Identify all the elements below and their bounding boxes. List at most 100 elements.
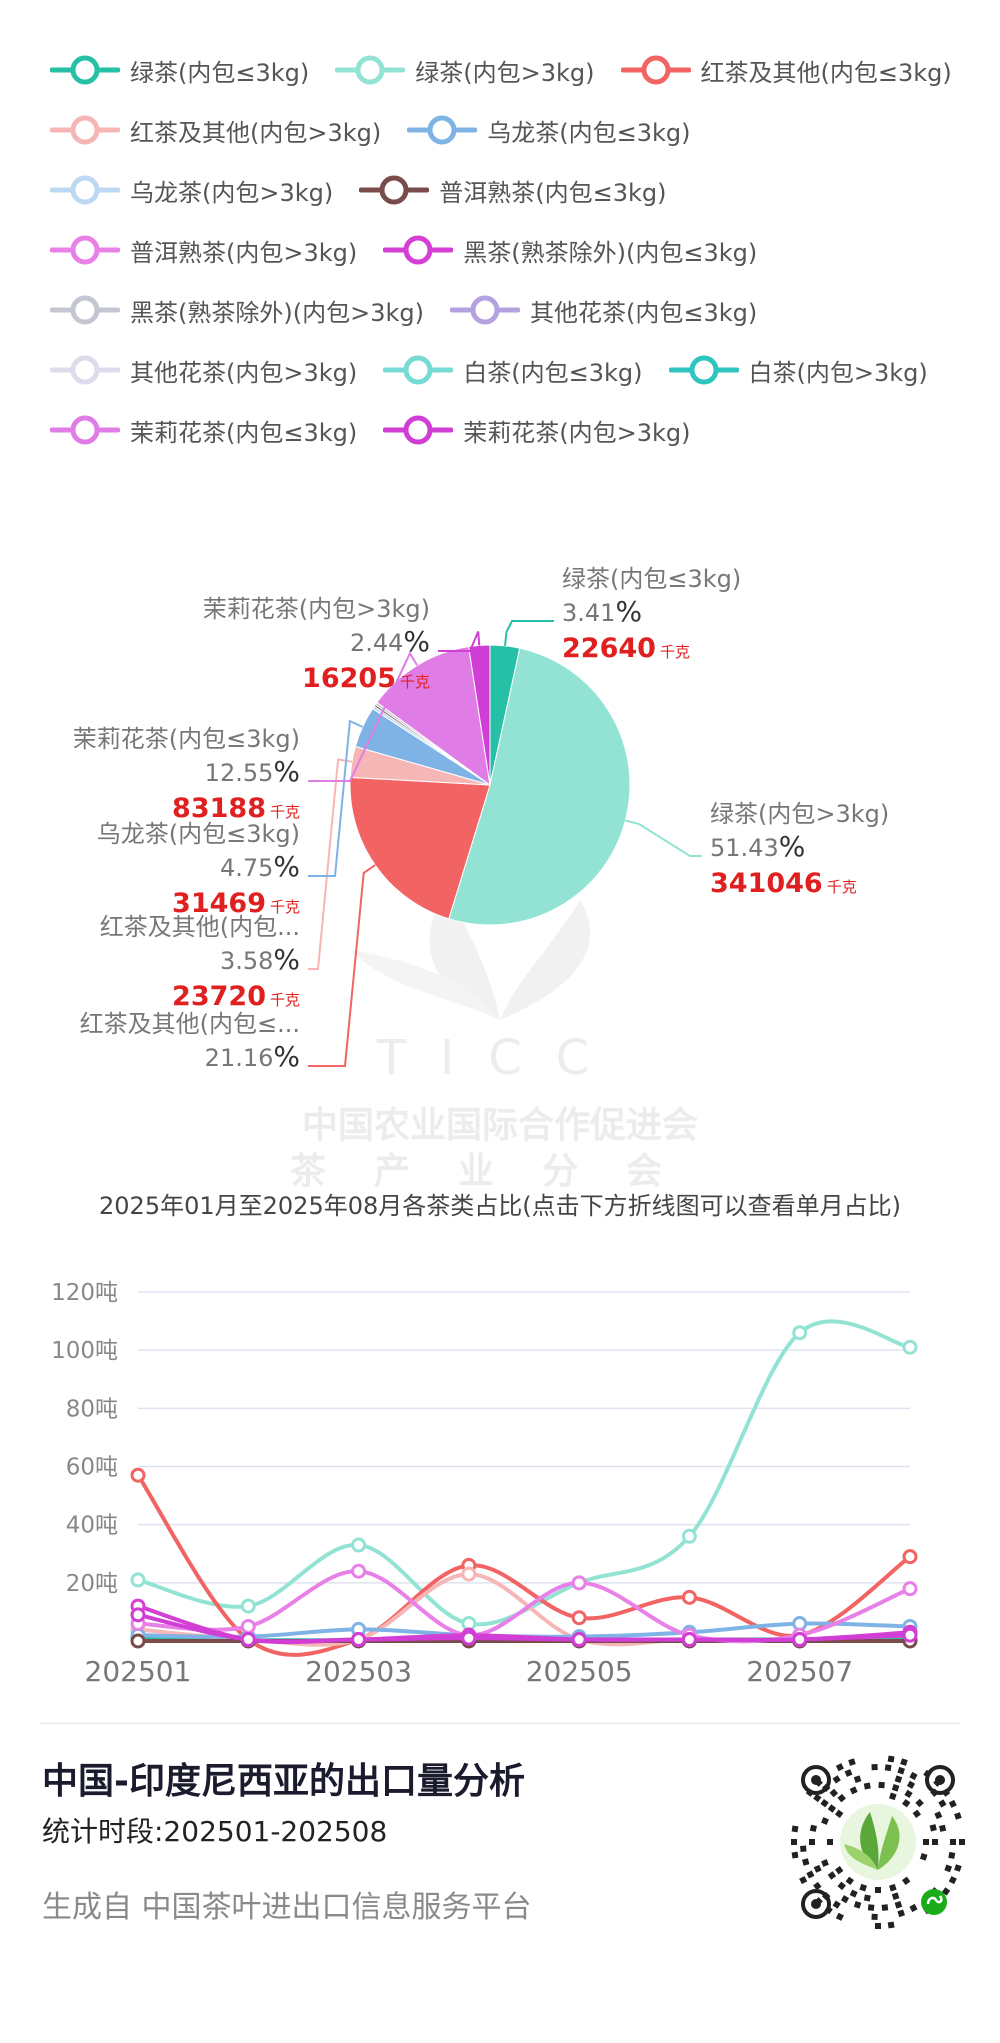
data-point[interactable] xyxy=(571,1610,587,1626)
data-point[interactable] xyxy=(792,1632,808,1648)
series-line[interactable] xyxy=(137,1319,911,1627)
legend-label: 黑茶(熟茶除外)(内包≤3kg) xyxy=(463,238,758,267)
legend-item[interactable]: 茉莉花茶(内包≤3kg) xyxy=(50,413,357,448)
y-tick-label: 80吨 xyxy=(66,1396,118,1422)
data-point[interactable] xyxy=(902,1549,918,1565)
data-point[interactable] xyxy=(571,1575,587,1591)
data-point[interactable] xyxy=(351,1563,367,1579)
pie-slice-label: 乌龙茶(内包≤3kg) xyxy=(97,820,300,848)
pie-leader-line xyxy=(308,864,376,1067)
legend-marker-icon xyxy=(407,115,478,145)
data-point[interactable] xyxy=(902,1581,918,1597)
data-point[interactable] xyxy=(792,1325,808,1341)
y-tick-label: 20吨 xyxy=(66,1571,118,1597)
legend-marker-icon xyxy=(668,355,739,385)
legend-marker-icon xyxy=(50,175,120,205)
legend-marker-icon xyxy=(383,415,454,445)
legend-label: 茉莉花茶(内包≤3kg) xyxy=(130,418,358,447)
pie-slice-percent: 21.16% xyxy=(205,1040,300,1070)
legend-item[interactable]: 黑茶(熟茶除外)(内包>3kg) xyxy=(50,293,424,328)
legend-item[interactable]: 白茶(内包≤3kg) xyxy=(383,353,643,388)
legend-label: 白茶(内包≤3kg) xyxy=(463,358,643,387)
legend-row: 普洱熟茶(内包>3kg) 黑茶(熟茶除外)(内包≤3kg) xyxy=(50,220,970,280)
pie-leader-line xyxy=(308,651,419,782)
pie-leader-line xyxy=(308,758,353,970)
legend-item[interactable]: 茉莉花茶(内包>3kg) xyxy=(383,413,691,448)
legend-marker-icon xyxy=(50,415,120,445)
pie-slice-percent: 12.55% xyxy=(205,755,300,788)
legend-item[interactable]: 黑茶(熟茶除外)(内包≤3kg) xyxy=(383,233,757,268)
legend-item[interactable]: 乌龙茶(内包≤3kg) xyxy=(407,113,691,148)
pie-caption: 2025年01月至2025年08月各茶类占比(点击下方折线图可以查看单月占比) xyxy=(99,1192,901,1220)
pie-slice[interactable] xyxy=(349,776,491,920)
data-point[interactable] xyxy=(681,1589,697,1605)
data-point[interactable] xyxy=(681,1528,697,1544)
legend-label: 其他花茶(内包>3kg) xyxy=(130,358,358,387)
legend-marker-icon xyxy=(50,55,120,85)
legend-item[interactable]: 绿茶(内包≤3kg) xyxy=(50,53,309,88)
legend-item[interactable]: 红茶及其他(内包>3kg) xyxy=(50,113,381,148)
legend-label: 茉莉花茶(内包>3kg) xyxy=(463,418,691,447)
data-point[interactable] xyxy=(351,1632,367,1648)
legend-row: 黑茶(熟茶除外)(内包>3kg) 其他花茶(内包≤3kg) xyxy=(50,280,970,340)
data-point[interactable] xyxy=(461,1630,477,1646)
legend-marker-icon xyxy=(449,295,520,325)
pie-slice-percent: 3.58% xyxy=(220,943,300,976)
series-line[interactable] xyxy=(137,1612,911,1644)
data-point[interactable] xyxy=(130,1607,146,1623)
legend-label: 红茶及其他(内包>3kg) xyxy=(130,118,382,147)
pie-slice-label: 茉莉花茶(内包≤3kg) xyxy=(73,725,300,753)
data-point[interactable] xyxy=(351,1537,367,1553)
data-point[interactable] xyxy=(240,1598,256,1614)
pie-slice[interactable] xyxy=(376,646,491,787)
legend-item[interactable]: 普洱熟茶(内包≤3kg) xyxy=(359,173,667,208)
legend-item[interactable]: 白茶(内包>3kg) xyxy=(668,353,928,388)
pie-leader-line xyxy=(504,620,554,646)
legend-label: 绿茶(内包>3kg) xyxy=(415,58,595,87)
data-point[interactable] xyxy=(902,1339,918,1355)
report-period: 统计时段:202501-202508 xyxy=(42,1815,388,1848)
pie-slice-label: 红茶及其他(内包≤... xyxy=(80,1010,300,1038)
y-tick-label: 120吨 xyxy=(51,1280,118,1306)
pie-slice-label: 红茶及其他(内包... xyxy=(100,913,300,941)
y-tick-label: 100吨 xyxy=(51,1338,118,1364)
pie-slice-value: 341046 千克 xyxy=(710,868,857,899)
data-point[interactable] xyxy=(240,1618,256,1634)
legend: 绿茶(内包≤3kg) 绿茶(内包>3kg) 红茶及其他(内包≤3kg) 红茶及其他(内… xyxy=(50,40,970,460)
data-point[interactable] xyxy=(130,1572,146,1588)
legend-label: 红茶及其他(内包≤3kg) xyxy=(700,58,952,87)
data-point[interactable] xyxy=(902,1627,918,1643)
legend-marker-icon xyxy=(50,355,120,385)
legend-label: 白茶(内包>3kg) xyxy=(748,358,928,387)
legend-item[interactable]: 其他花茶(内包>3kg) xyxy=(50,353,357,388)
data-point[interactable] xyxy=(130,1633,146,1649)
data-point[interactable] xyxy=(461,1566,477,1582)
legend-marker-icon xyxy=(383,355,454,385)
data-point[interactable] xyxy=(571,1632,587,1648)
x-tick-label: 202507 xyxy=(746,1655,853,1688)
line-chart[interactable]: 20吨 40吨 60吨 80吨 100吨 120吨 202501 202503 202505 20… xyxy=(0,1260,1000,1700)
legend-item[interactable]: 普洱熟茶(内包>3kg) xyxy=(50,233,357,268)
pie-slice-percent: 51.43% xyxy=(710,830,805,863)
legend-item[interactable]: 红茶及其他(内包≤3kg) xyxy=(620,53,952,88)
legend-item[interactable]: 绿茶(内包>3kg) xyxy=(335,53,595,88)
pie-slice-value: 31469 千克 xyxy=(172,888,300,919)
y-tick-label: 60吨 xyxy=(66,1455,118,1481)
data-point[interactable] xyxy=(130,1467,146,1483)
watermark-org: 中国农业国际合作促进会 xyxy=(301,1105,698,1146)
pie-slice-label: 绿茶(内包≤3kg) xyxy=(562,565,741,593)
divider xyxy=(40,1723,960,1724)
legend-item[interactable]: 乌龙茶(内包>3kg) xyxy=(50,173,333,208)
legend-row: 绿茶(内包≤3kg) 绿茶(内包>3kg) 红茶及其他(内包≤3kg) xyxy=(50,40,970,100)
legend-label: 绿茶(内包≤3kg) xyxy=(130,58,310,87)
mini-program-qr-code-icon[interactable] xyxy=(788,1752,968,1932)
pie-slice-value: 83188 千克 xyxy=(172,793,300,824)
legend-item[interactable]: 其他花茶(内包≤3kg) xyxy=(449,293,757,328)
data-point[interactable] xyxy=(681,1632,697,1648)
pie-leader-line xyxy=(625,819,702,857)
data-point[interactable] xyxy=(240,1632,256,1648)
legend-label: 乌龙茶(内包≤3kg) xyxy=(487,118,691,147)
pie-slice[interactable] xyxy=(468,644,491,786)
legend-marker-icon xyxy=(359,175,430,205)
